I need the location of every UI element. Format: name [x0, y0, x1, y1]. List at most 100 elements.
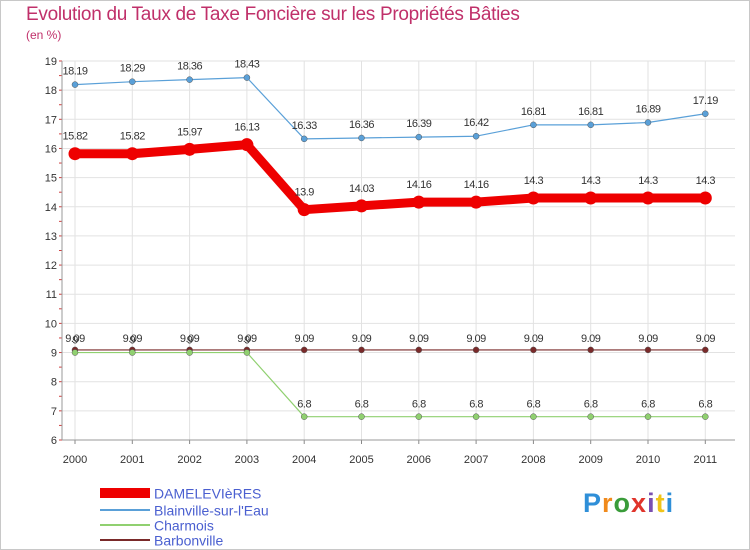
logo-letter: r: [602, 488, 614, 518]
series-line: [74, 77, 706, 140]
data-label: 9: [129, 335, 135, 347]
data-label: 9.09: [581, 333, 601, 345]
logo-letter: o: [613, 488, 632, 518]
x-tick-label: 2000: [63, 454, 87, 466]
data-point: [472, 346, 480, 354]
logo-letter: P: [583, 488, 603, 518]
data-point: [129, 349, 136, 356]
data-point: [644, 346, 652, 354]
data-label: 6.8: [641, 399, 655, 411]
data-label: 14.3: [696, 175, 716, 187]
chart-title: Evolution du Taux de Taxe Foncière sur l…: [26, 4, 520, 25]
data-point: [702, 346, 709, 354]
y-tick-label: 7: [51, 406, 57, 418]
data-point: [183, 142, 197, 156]
data-label: 18.36: [177, 61, 202, 73]
data-label: 9.09: [466, 333, 486, 345]
data-point: [186, 349, 193, 356]
y-tick-label: 11: [46, 289, 57, 301]
data-point: [472, 132, 480, 140]
data-point: [644, 413, 652, 420]
data-point: [702, 110, 709, 118]
legend-item-charmois: Charmois: [100, 516, 214, 533]
legend-label: Blainville-sur-l'Eau: [154, 502, 269, 519]
legend-swatch: [100, 509, 150, 512]
data-point: [129, 78, 136, 85]
x-tick-label: 2001: [120, 454, 144, 466]
data-label: 9.09: [123, 333, 143, 345]
data-point: [412, 195, 426, 209]
y-tick-label: 9: [51, 348, 57, 360]
y-tick-label: 6: [51, 435, 57, 447]
data-point: [530, 346, 537, 354]
data-point: [641, 191, 655, 205]
data-label: 16.81: [578, 106, 603, 118]
data-point: [587, 121, 594, 129]
logo-letter: t: [655, 488, 666, 518]
data-point: [698, 191, 712, 205]
data-label: 14.16: [464, 179, 489, 191]
data-label: 9.09: [180, 333, 200, 345]
data-label: 14.3: [524, 175, 544, 187]
data-label: 14.16: [406, 179, 431, 191]
data-point: [469, 195, 483, 209]
data-label: 6.8: [297, 399, 311, 411]
x-tick-label: 2008: [521, 454, 545, 466]
data-point: [68, 147, 82, 161]
data-point: [71, 81, 79, 88]
data-point: [702, 413, 709, 420]
legend-swatch: [100, 539, 150, 542]
data-point: [415, 133, 423, 141]
data-point: [186, 76, 193, 83]
data-point: [530, 413, 537, 420]
data-point: [300, 413, 308, 420]
data-label: 16.81: [521, 106, 546, 118]
y-tick-label: 18: [45, 85, 57, 97]
y-tick-label: 17: [45, 114, 57, 126]
data-label: 9: [72, 335, 78, 347]
y-tick-label: 19: [45, 56, 57, 68]
data-label: 6.8: [355, 399, 369, 411]
data-point: [587, 413, 594, 420]
y-tick-label: 14: [45, 202, 57, 214]
data-point: [358, 413, 365, 420]
y-tick-label: 8: [51, 377, 57, 389]
data-label: 18.19: [62, 66, 87, 78]
data-label: 6.8: [412, 399, 426, 411]
data-point: [240, 138, 254, 152]
y-tick-label: 12: [45, 260, 57, 272]
x-tick-label: 2011: [693, 454, 717, 466]
axes: 6 7 8 9 10 11 12 13 14 15 16 17 18 19 2000 2001 2002 2003…: [45, 56, 735, 466]
x-tick-label: 2009: [578, 454, 602, 466]
proxiti-logo: Proxiti: [583, 488, 674, 519]
data-label: 16.36: [349, 119, 374, 131]
data-label: 9: [244, 335, 250, 347]
data-label: 16.39: [406, 118, 431, 130]
legend-item-barbonville: Barbonville: [100, 531, 223, 548]
data-labels: 15.82 15.82 15.97 16.13 13.9 14.03 14.16 14.16 1…: [62, 59, 718, 411]
y-tick-label: 16: [45, 143, 57, 155]
x-tick-label: 2002: [177, 454, 201, 466]
data-point: [125, 147, 139, 161]
data-point: [415, 413, 423, 420]
data-label: 9.09: [524, 333, 544, 345]
data-label: 14.3: [638, 175, 658, 187]
data-label: 14.03: [349, 183, 374, 195]
data-label: 9.09: [65, 333, 85, 345]
x-tick-label: 2006: [407, 454, 431, 466]
data-label: 9: [187, 335, 193, 347]
data-point: [644, 119, 652, 126]
data-label: 9.09: [696, 333, 716, 345]
y-tick-label: 13: [45, 231, 57, 243]
data-label: 18.29: [120, 63, 145, 75]
data-label: 9.09: [638, 333, 658, 345]
data-point: [300, 135, 308, 143]
data-point: [355, 199, 368, 213]
data-point: [584, 191, 598, 205]
unit-label: (en %): [26, 28, 62, 42]
data-label: 17.19: [693, 95, 718, 107]
data-point: [530, 121, 537, 129]
data-point: [300, 346, 308, 354]
x-tick-label: 2004: [292, 454, 316, 466]
